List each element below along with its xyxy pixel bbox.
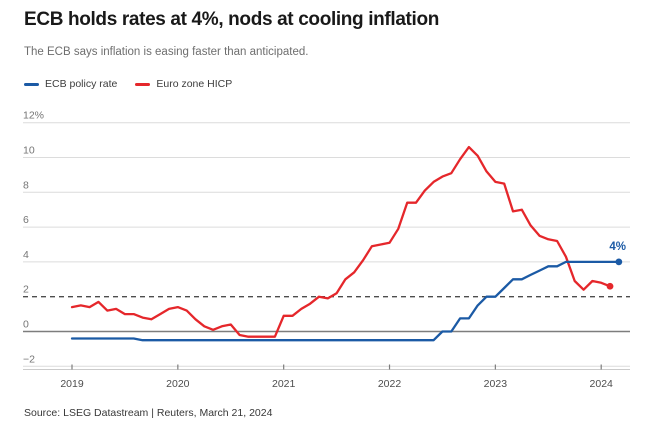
series-end-dot-ecb-policy-rate (615, 258, 623, 266)
chart-subtitle: The ECB says inflation is easing faster … (24, 46, 309, 58)
y-tick-label: 6 (23, 214, 29, 226)
legend-item-ecb-policy-rate: ECB policy rate (24, 78, 117, 90)
y-tick-label: 10 (23, 145, 35, 157)
x-tick-label: 2024 (590, 378, 614, 390)
legend-label: Euro zone HICP (156, 78, 233, 90)
x-tick-label: 2022 (378, 378, 402, 390)
line-swatch-icon (135, 82, 151, 86)
series-line-ecb-policy-rate (70, 260, 620, 342)
x-tick-label: 2023 (484, 378, 508, 390)
chart-title: ECB holds rates at 4%, nods at cooling i… (24, 9, 439, 30)
x-tick-label: 2019 (60, 378, 84, 390)
source-note: Source: LSEG Datastream | Reuters, March… (24, 407, 273, 419)
legend-label: ECB policy rate (45, 78, 118, 90)
end-annotation: 4% (609, 241, 626, 253)
x-tick-label: 2020 (166, 378, 190, 390)
line-swatch-icon (24, 82, 39, 86)
y-tick-label: −2 (23, 353, 35, 365)
series-line-euro-zone-hicp (70, 145, 612, 338)
y-tick-label: 8 (23, 179, 29, 191)
y-tick-label: 2 (23, 284, 29, 296)
series-end-dot-euro-zone-hicp (606, 282, 614, 290)
y-tick-label: 0 (23, 319, 29, 331)
y-tick-label: 12% (23, 110, 44, 122)
legend: ECB policy rate Euro zone HICP (24, 78, 232, 90)
x-tick-label: 2021 (272, 378, 296, 390)
y-tick-label: 4 (23, 249, 29, 261)
legend-item-euro-zone-hicp: Euro zone HICP (135, 78, 232, 90)
